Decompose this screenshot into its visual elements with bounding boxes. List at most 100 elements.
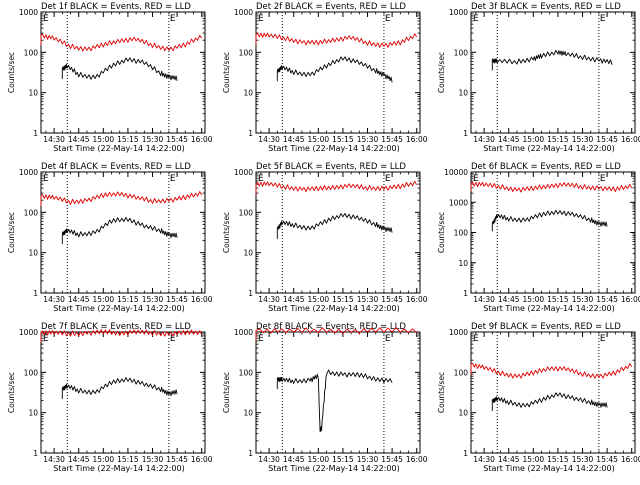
y-axis-label: Counts/sec bbox=[7, 52, 16, 93]
x-tick-label: 16:00 bbox=[406, 455, 428, 464]
x-tick-label: 14:30 bbox=[473, 135, 495, 144]
x-tick-label: 15:30 bbox=[142, 135, 164, 144]
panel-title: Det 6f BLACK = Events, RED = LLD bbox=[471, 162, 621, 172]
x-tick-label: 14:45 bbox=[498, 135, 520, 144]
x-tick-label: 16:00 bbox=[621, 455, 640, 464]
y-axis-label: Counts/sec bbox=[222, 212, 231, 253]
x-axis-label: Start Time (22-May-14 14:22:00) bbox=[483, 464, 614, 473]
x-axis-label: Start Time (22-May-14 14:22:00) bbox=[483, 144, 614, 153]
y-tick-label: 1000 bbox=[19, 168, 38, 177]
lld-series-line bbox=[255, 32, 418, 48]
events-series-line bbox=[491, 209, 608, 232]
x-tick-label: 14:45 bbox=[283, 135, 305, 144]
event-label-start: E bbox=[473, 174, 479, 184]
y-tick-label: 10 bbox=[458, 409, 468, 418]
x-tick-label: 14:45 bbox=[498, 455, 520, 464]
x-tick-label: 14:45 bbox=[68, 135, 90, 144]
x-tick-label: 15:30 bbox=[357, 295, 379, 304]
x-tick-label: 16:00 bbox=[621, 295, 640, 304]
x-tick-label: 14:30 bbox=[258, 295, 280, 304]
plot-frame bbox=[40, 331, 206, 454]
y-tick-label: 1000 bbox=[234, 328, 253, 337]
y-axis-label: Counts/sec bbox=[7, 372, 16, 413]
x-tick-label: 15:00 bbox=[523, 295, 545, 304]
y-tick-label: 10 bbox=[458, 259, 468, 268]
x-tick-label: 15:00 bbox=[523, 455, 545, 464]
y-tick-label: 100 bbox=[454, 48, 469, 57]
y-tick-label: 100 bbox=[24, 208, 39, 217]
panel-det-6: Det 6f BLACK = Events, RED = LLD 1 10 100 10… bbox=[437, 162, 640, 313]
y-tick-label: 100 bbox=[454, 229, 469, 238]
event-label-end: E bbox=[600, 334, 606, 344]
x-tick-label: 15:45 bbox=[381, 295, 403, 304]
x-tick-label: 15:15 bbox=[117, 135, 139, 144]
plot-frame bbox=[40, 171, 206, 294]
lld-series-line bbox=[470, 181, 633, 193]
events-series-line bbox=[61, 216, 178, 244]
event-label-start: E bbox=[43, 14, 49, 24]
y-tick-label: 1000 bbox=[449, 198, 468, 207]
events-series-line bbox=[276, 56, 393, 83]
x-tick-label: 16:00 bbox=[191, 295, 213, 304]
events-series-line bbox=[491, 50, 613, 71]
events-series-line bbox=[61, 377, 178, 399]
x-tick-label: 15:15 bbox=[117, 295, 139, 304]
event-label-start: E bbox=[258, 334, 264, 344]
y-tick-label: 1 bbox=[248, 289, 253, 298]
y-tick-label: 1000 bbox=[449, 8, 468, 17]
panel-det-5: Det 5f BLACK = Events, RED = LLD 1 10 100 10… bbox=[222, 162, 428, 313]
panel-title: Det 1f BLACK = Events, RED = LLD bbox=[41, 2, 191, 12]
panel-det-2: Det 2f BLACK = Events, RED = LLD 1 10 100 10… bbox=[222, 2, 428, 153]
x-tick-label: 15:45 bbox=[381, 135, 403, 144]
x-tick-label: 15:30 bbox=[357, 455, 379, 464]
x-tick-label: 16:00 bbox=[406, 135, 428, 144]
x-tick-label: 14:45 bbox=[283, 295, 305, 304]
y-tick-label: 100 bbox=[239, 208, 254, 217]
x-axis-label: Start Time (22-May-14 14:22:00) bbox=[483, 304, 614, 313]
x-tick-label: 15:30 bbox=[572, 455, 594, 464]
y-tick-label: 10 bbox=[243, 409, 253, 418]
y-tick-label: 1 bbox=[248, 129, 253, 138]
x-tick-label: 14:30 bbox=[258, 135, 280, 144]
y-axis-label: Counts/sec bbox=[222, 372, 231, 413]
lld-series-line bbox=[40, 191, 203, 207]
event-label-start: E bbox=[258, 14, 264, 24]
event-label-end: E bbox=[170, 14, 176, 24]
x-tick-label: 15:45 bbox=[596, 455, 618, 464]
panel-det-8: Det 8f BLACK = Events, RED = LLD 1 10 100 10… bbox=[222, 322, 428, 473]
event-label-end: E bbox=[170, 174, 176, 184]
x-tick-label: 16:00 bbox=[406, 295, 428, 304]
x-tick-label: 14:30 bbox=[43, 295, 65, 304]
x-tick-label: 15:45 bbox=[596, 135, 618, 144]
events-series-line bbox=[276, 369, 393, 432]
event-label-end: E bbox=[385, 174, 391, 184]
y-tick-label: 10 bbox=[28, 89, 38, 98]
x-tick-label: 15:30 bbox=[572, 295, 594, 304]
lld-series-line bbox=[255, 180, 418, 194]
lld-series-line bbox=[255, 327, 418, 341]
x-tick-label: 14:45 bbox=[68, 455, 90, 464]
x-tick-label: 15:15 bbox=[547, 455, 569, 464]
x-tick-label: 15:45 bbox=[596, 295, 618, 304]
event-label-start: E bbox=[258, 174, 264, 184]
y-tick-label: 1 bbox=[33, 449, 38, 458]
x-tick-label: 16:00 bbox=[191, 455, 213, 464]
x-tick-label: 15:15 bbox=[547, 295, 569, 304]
y-axis-label: Counts/sec bbox=[7, 212, 16, 253]
y-tick-label: 1 bbox=[463, 289, 468, 298]
plot-frame bbox=[40, 11, 206, 134]
panel-det-7: Det 7f BLACK = Events, RED = LLD 1 10 100 10… bbox=[7, 322, 213, 473]
y-tick-label: 100 bbox=[454, 368, 469, 377]
x-tick-label: 15:15 bbox=[547, 135, 569, 144]
x-axis-label: Start Time (22-May-14 14:22:00) bbox=[268, 464, 399, 473]
panel-det-1: Det 1f BLACK = Events, RED = LLD 1 10 100 10… bbox=[7, 2, 213, 153]
x-tick-label: 15:00 bbox=[308, 135, 330, 144]
x-axis-label: Start Time (22-May-14 14:22:00) bbox=[53, 464, 184, 473]
y-tick-label: 100 bbox=[239, 368, 254, 377]
y-tick-label: 1000 bbox=[234, 168, 253, 177]
x-tick-label: 14:30 bbox=[473, 295, 495, 304]
x-axis-label: Start Time (22-May-14 14:22:00) bbox=[53, 304, 184, 313]
panel-det-3: Det 3f BLACK = Events, RED = LLD 1 10 100 10… bbox=[437, 2, 640, 153]
plot-frame bbox=[470, 11, 636, 134]
